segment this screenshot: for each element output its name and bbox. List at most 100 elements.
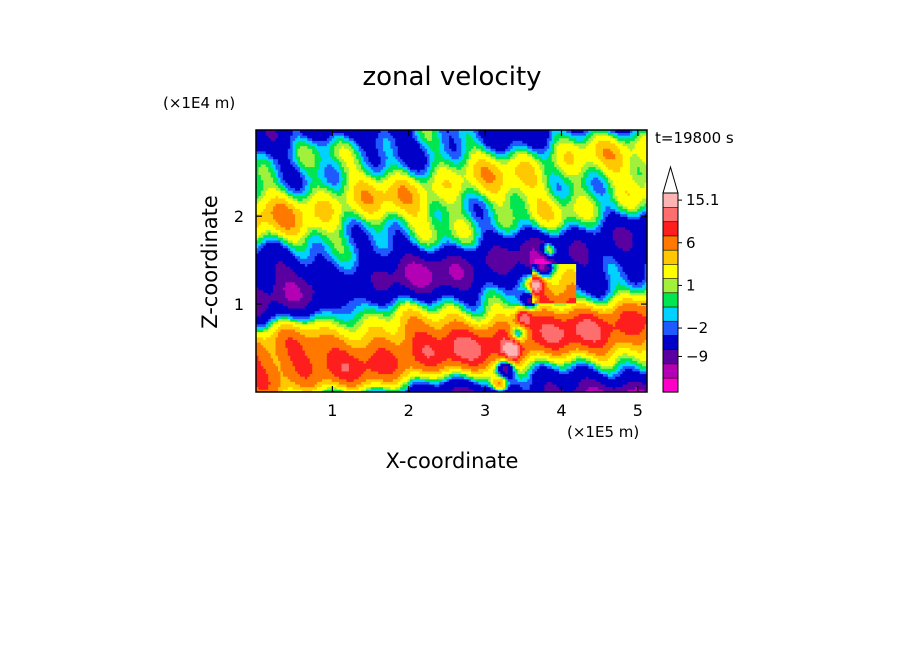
- field-cell: [480, 371, 484, 375]
- field-cell: [517, 368, 521, 372]
- field-cell: [449, 376, 452, 380]
- field-cell: [507, 326, 511, 330]
- field-cell: [571, 371, 575, 375]
- field-cell: [444, 334, 448, 338]
- field-cell: [453, 355, 457, 359]
- field-cell: [356, 339, 360, 343]
- field-cell: [475, 326, 479, 330]
- field-cell: [549, 342, 553, 346]
- field-cell: [326, 365, 330, 369]
- field-cell: [563, 386, 567, 390]
- field-cell: [483, 378, 487, 382]
- field-cell: [414, 336, 418, 340]
- field-cell: [275, 318, 279, 322]
- field-cell: [439, 381, 443, 385]
- field-cell: [497, 371, 501, 375]
- field-cell: [522, 336, 526, 340]
- field-cell: [600, 323, 604, 327]
- field-cell: [568, 378, 572, 382]
- field-cell: [627, 347, 631, 351]
- field-cell: [412, 365, 416, 369]
- field-cell: [292, 381, 296, 385]
- field-cell: [546, 384, 550, 388]
- field-cell: [314, 373, 318, 377]
- field-cell: [588, 310, 592, 314]
- field-cell: [287, 371, 291, 375]
- field-cell: [512, 342, 516, 346]
- field-cell: [541, 365, 545, 369]
- field-cell: [299, 326, 303, 330]
- field-cell: [444, 316, 448, 320]
- field-cell: [297, 310, 301, 314]
- field-cell: [265, 360, 269, 364]
- field-cell: [375, 389, 379, 393]
- field-cell: [610, 376, 614, 380]
- field-cell: [644, 376, 648, 380]
- field-cell: [441, 339, 445, 343]
- field-cell: [256, 352, 259, 356]
- field-cell: [451, 352, 455, 356]
- field-cell: [639, 371, 643, 375]
- field-cell: [568, 363, 572, 367]
- field-cell: [493, 376, 496, 380]
- field-cell: [632, 336, 636, 340]
- field-cell: [446, 368, 450, 372]
- field-cell: [554, 360, 557, 364]
- field-cell: [490, 310, 494, 314]
- field-cell: [541, 357, 545, 361]
- field-cell: [544, 318, 548, 322]
- field-cell: [405, 316, 408, 320]
- field-cell: [593, 371, 597, 375]
- field-cell: [566, 365, 570, 369]
- field-cell: [446, 336, 450, 340]
- field-cell: [534, 342, 538, 346]
- field-cell: [268, 308, 272, 312]
- field-cell: [583, 347, 587, 351]
- field-cell: [541, 363, 545, 367]
- field-cell: [405, 336, 408, 340]
- field-cell: [453, 350, 457, 354]
- field-cell: [273, 308, 276, 312]
- field-cell: [383, 373, 386, 377]
- field-cell: [375, 347, 379, 351]
- field-cell: [434, 336, 438, 340]
- field-cell: [424, 352, 428, 356]
- field-cell: [488, 331, 491, 335]
- field-cell: [324, 381, 328, 385]
- field-cell: [273, 373, 276, 377]
- field-cell: [546, 347, 550, 351]
- field-cell: [407, 365, 411, 369]
- field-cell: [431, 310, 435, 314]
- field-cell: [568, 365, 572, 369]
- field-cell: [436, 373, 440, 377]
- field-cell: [571, 323, 575, 327]
- field-cell: [414, 331, 418, 335]
- field-cell: [495, 378, 499, 382]
- field-cell: [468, 347, 472, 351]
- field-cell: [427, 339, 430, 343]
- field-cell: [446, 363, 450, 367]
- field-cell: [593, 336, 597, 340]
- field-cell: [524, 368, 528, 372]
- field-cell: [434, 350, 438, 354]
- field-cell: [441, 360, 445, 364]
- field-cell: [466, 316, 469, 320]
- field-cell: [463, 310, 467, 314]
- field-cell: [341, 342, 345, 346]
- field-cell: [446, 386, 450, 390]
- field-cell: [295, 344, 298, 348]
- field-cell: [297, 389, 301, 393]
- field-cell: [363, 357, 367, 361]
- field-cell: [331, 378, 335, 382]
- field-cell: [453, 378, 457, 382]
- field-cell: [368, 331, 372, 335]
- field-cell: [417, 344, 421, 348]
- field-cell: [256, 318, 259, 322]
- field-cell: [546, 355, 550, 359]
- field-cell: [561, 323, 565, 327]
- field-cell: [634, 378, 638, 382]
- field-cell: [395, 344, 399, 348]
- field-cell: [361, 318, 364, 322]
- field-cell: [273, 386, 276, 390]
- field-cell: [495, 373, 499, 377]
